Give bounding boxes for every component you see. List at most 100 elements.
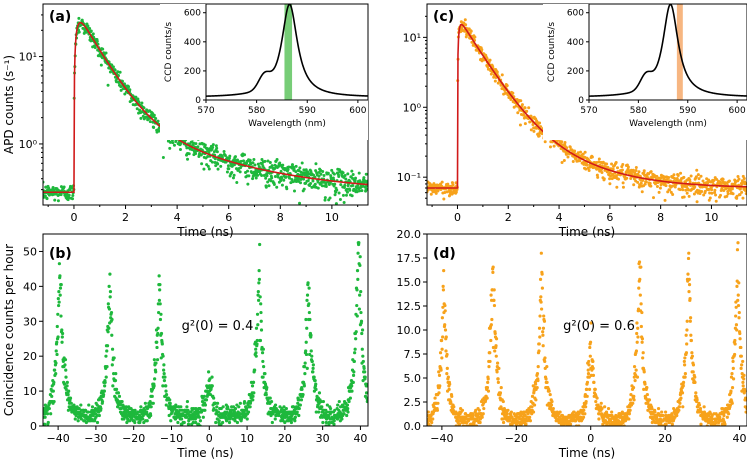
data-point [545, 380, 549, 384]
data-point [311, 370, 315, 374]
data-point [106, 330, 110, 334]
data-point [60, 340, 64, 344]
x-tick-label: 40 [733, 432, 747, 445]
data-point [158, 283, 162, 287]
data-point [344, 193, 348, 197]
data-point [742, 373, 746, 377]
inset-x-axis-label: Wavelength (nm) [248, 119, 326, 129]
data-point [539, 295, 543, 299]
data-point [496, 377, 500, 381]
data-point [196, 145, 200, 149]
data-point [164, 384, 168, 388]
data-point [88, 27, 92, 31]
data-point [275, 158, 279, 162]
data-point [543, 359, 547, 364]
data-point [635, 331, 639, 336]
data-point [268, 165, 272, 169]
data-point [723, 422, 727, 426]
data-point [621, 185, 625, 189]
data-point [697, 189, 701, 193]
data-point [714, 199, 718, 203]
data-point [208, 377, 212, 381]
data-point [688, 180, 692, 184]
data-point [357, 307, 361, 311]
data-point [176, 420, 180, 425]
data-point [683, 356, 687, 360]
data-point [261, 359, 265, 364]
y-tick-label: 17.5 [397, 252, 422, 265]
data-point [133, 408, 137, 412]
data-point [509, 410, 513, 414]
data-point [689, 338, 693, 343]
data-point [451, 183, 455, 187]
data-point [527, 106, 531, 110]
data-point [194, 420, 198, 425]
data-point [53, 198, 57, 202]
data-point [718, 415, 722, 419]
fit-line [427, 23, 747, 189]
data-point [702, 193, 706, 197]
data-point [143, 401, 147, 405]
data-point [446, 375, 450, 379]
data-point [698, 191, 702, 195]
data-point [531, 410, 536, 414]
data-point [320, 184, 324, 188]
data-point [680, 391, 685, 395]
data-point [346, 406, 350, 411]
data-point [437, 391, 441, 395]
data-point [543, 356, 547, 360]
data-point [714, 193, 718, 197]
data-point [51, 185, 55, 189]
data-point [511, 91, 515, 95]
data-point [443, 303, 447, 308]
data-point [255, 312, 260, 316]
data-point [106, 83, 110, 87]
data-point [292, 189, 296, 193]
data-point [162, 379, 167, 383]
data-point [632, 398, 636, 402]
data-point [540, 286, 544, 290]
data-point [310, 359, 314, 364]
data-point [492, 75, 496, 79]
data-point [675, 177, 679, 181]
data-point [616, 166, 619, 170]
data-point [334, 202, 338, 205]
data-point [627, 412, 631, 416]
data-point [225, 170, 229, 174]
data-point [713, 191, 717, 195]
data-point [238, 401, 242, 405]
data-point [167, 413, 171, 418]
data-point [634, 168, 638, 172]
data-point [235, 420, 240, 425]
data-point [266, 180, 270, 184]
data-point [73, 417, 77, 421]
data-point [591, 373, 596, 377]
data-point [677, 405, 681, 409]
data-point [708, 191, 712, 195]
data-point [361, 359, 365, 364]
data-point [614, 160, 618, 164]
data-point [640, 340, 644, 344]
data-point [103, 384, 107, 388]
data-point [581, 415, 586, 419]
data-point [538, 277, 543, 281]
data-point [123, 92, 127, 96]
data-point [323, 196, 327, 200]
data-point [124, 405, 128, 409]
data-point [210, 384, 214, 388]
data-point [169, 419, 173, 423]
data-point [254, 347, 258, 351]
data-point [445, 352, 449, 357]
spectrum-line [588, 3, 747, 97]
data-point [242, 399, 247, 404]
data-point [345, 190, 349, 194]
data-point [332, 419, 336, 423]
data-point [697, 177, 701, 181]
data-point [640, 310, 644, 315]
data-point [358, 255, 362, 259]
data-point [633, 379, 637, 383]
data-point [523, 106, 527, 110]
data-point [91, 32, 95, 36]
data-point [104, 354, 108, 358]
data-point [179, 405, 183, 409]
